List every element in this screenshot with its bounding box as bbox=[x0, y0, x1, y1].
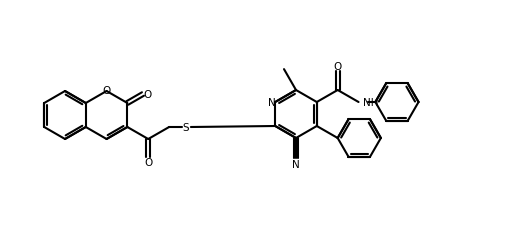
Text: O: O bbox=[144, 90, 152, 100]
Text: N: N bbox=[268, 97, 276, 108]
Text: O: O bbox=[102, 86, 111, 96]
Text: NH: NH bbox=[363, 97, 378, 108]
Text: O: O bbox=[144, 157, 153, 167]
Text: N: N bbox=[292, 160, 300, 170]
Text: S: S bbox=[183, 122, 189, 132]
Text: O: O bbox=[334, 61, 342, 71]
